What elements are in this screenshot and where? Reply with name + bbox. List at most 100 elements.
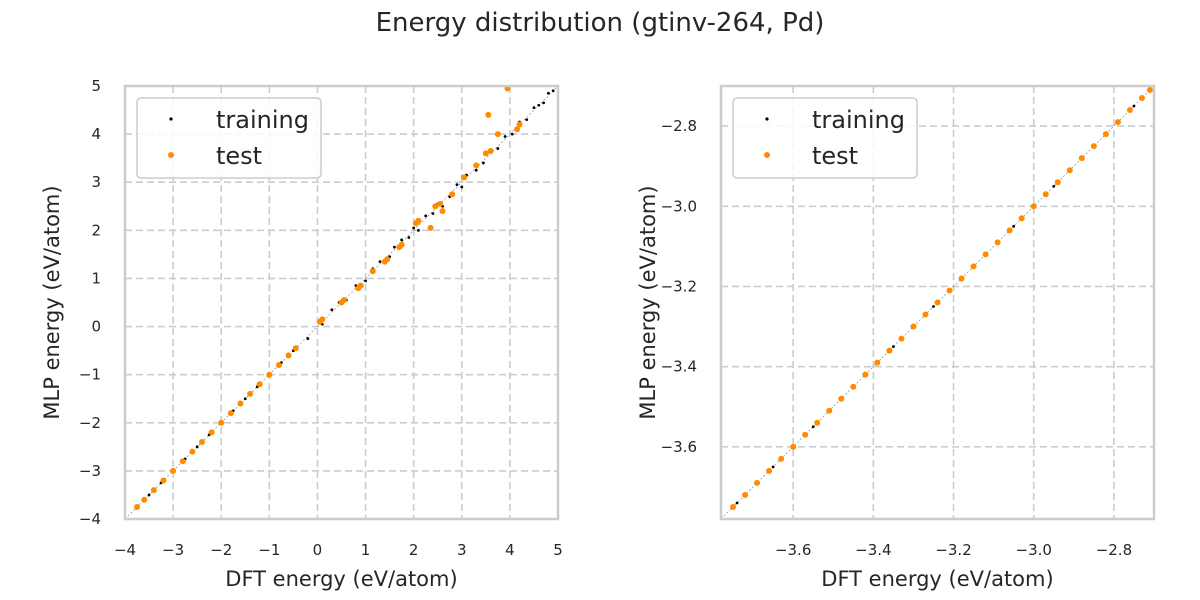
data-point-test xyxy=(427,224,434,231)
x-tick-label: 1 xyxy=(361,541,371,559)
data-point-training xyxy=(474,168,478,172)
y-axis-label: MLP energy (eV/atom) xyxy=(40,185,64,419)
data-point-test xyxy=(922,311,929,318)
x-tick-label: 0 xyxy=(313,541,323,559)
data-point-test xyxy=(1006,227,1013,234)
data-point-training xyxy=(510,132,514,136)
data-point-test xyxy=(319,316,326,323)
data-point-test xyxy=(1018,215,1025,222)
data-point-test xyxy=(1138,95,1145,102)
data-point-test xyxy=(292,345,299,352)
data-point-test xyxy=(485,111,492,118)
data-point-test xyxy=(838,395,845,402)
data-point-training xyxy=(1132,104,1136,108)
data-point-test xyxy=(398,241,405,248)
x-axis-label: DFT energy (eV/atom) xyxy=(225,567,457,591)
legend-marker-test xyxy=(168,152,174,158)
data-point-test xyxy=(494,131,501,138)
data-point-test xyxy=(826,407,833,414)
x-tick-label: 5 xyxy=(553,541,563,559)
legend: training test xyxy=(136,97,322,179)
data-point-test xyxy=(340,297,347,304)
data-point-test xyxy=(439,208,446,215)
data-point-test xyxy=(415,217,422,224)
data-point-training xyxy=(771,465,775,469)
legend-box xyxy=(136,97,322,179)
data-point-test xyxy=(1078,155,1085,162)
data-point-test xyxy=(1066,167,1073,174)
figure-title: Energy distribution (gtinv-264, Pd) xyxy=(375,8,825,38)
data-point-test xyxy=(874,359,881,366)
data-point-test xyxy=(742,491,749,498)
data-point-test xyxy=(814,419,821,426)
data-point-training xyxy=(364,279,367,283)
y-tick-label: −3 xyxy=(79,462,101,480)
legend-marker-training xyxy=(169,117,173,121)
data-point-test xyxy=(730,503,737,510)
data-point-test xyxy=(357,282,364,289)
data-point-test xyxy=(487,147,494,154)
data-point-training xyxy=(455,183,459,187)
data-point-test xyxy=(461,174,468,181)
data-point-test xyxy=(432,203,439,210)
data-point-training xyxy=(551,89,555,93)
legend-marker-test xyxy=(764,152,770,158)
data-point-training xyxy=(532,106,536,110)
y-tick-label: 2 xyxy=(91,221,101,239)
data-point-training xyxy=(330,308,334,312)
data-point-training xyxy=(431,212,435,215)
data-point-test xyxy=(898,335,905,342)
data-point-test xyxy=(982,251,989,258)
x-tick-label: −3.2 xyxy=(935,541,971,559)
data-point-training xyxy=(1052,184,1056,188)
data-point-test xyxy=(516,121,523,128)
data-point-test xyxy=(482,150,489,157)
y-tick-label: −3.0 xyxy=(661,197,697,215)
data-point-test xyxy=(227,410,234,417)
data-point-test xyxy=(994,239,1001,246)
legend-box xyxy=(732,97,918,179)
x-tick-label: −2.8 xyxy=(1096,541,1132,559)
data-point-training xyxy=(932,305,935,308)
data-point-training xyxy=(503,135,507,138)
data-point-test xyxy=(1090,143,1097,150)
series-test xyxy=(730,87,1153,510)
data-point-training xyxy=(542,101,545,105)
y-tick-label: 0 xyxy=(91,318,101,336)
data-point-test xyxy=(946,287,953,294)
data-point-test xyxy=(275,362,282,369)
legend-label-training: training xyxy=(812,106,905,134)
data-point-test xyxy=(247,390,254,397)
data-point-training xyxy=(546,91,550,95)
data-point-test xyxy=(369,268,376,275)
data-point-test xyxy=(1054,179,1061,186)
data-point-training xyxy=(378,260,382,264)
data-point-test xyxy=(256,381,263,388)
data-point-training xyxy=(525,118,529,122)
data-point-test xyxy=(862,371,869,378)
data-point-test xyxy=(189,448,196,455)
data-point-test xyxy=(170,467,177,474)
data-point-training xyxy=(147,493,151,497)
y-tick-label: −3.2 xyxy=(661,277,697,295)
data-point-training xyxy=(537,103,541,107)
data-point-training xyxy=(424,214,428,218)
data-point-test xyxy=(141,496,148,503)
data-point-test xyxy=(237,400,244,407)
data-point-training xyxy=(306,337,310,340)
data-point-test xyxy=(208,429,215,436)
data-point-test xyxy=(1042,191,1049,198)
data-point-test xyxy=(934,299,941,306)
chart-panel-1: −4 −3 −2 −1 0 1 2 3 4 5 −4 −3 −2 −1 0 1 2 3 4 5 DFT energy (… xyxy=(40,77,563,591)
y-tick-label: 4 xyxy=(91,125,101,143)
plot-frame xyxy=(719,84,1156,521)
data-point-training xyxy=(400,238,404,242)
data-point-test xyxy=(285,352,292,359)
data-point-test xyxy=(514,126,521,133)
data-point-test xyxy=(384,256,391,263)
data-point-training xyxy=(417,228,420,232)
plot-frame xyxy=(123,84,560,521)
x-tick-label: −3.0 xyxy=(1016,541,1052,559)
